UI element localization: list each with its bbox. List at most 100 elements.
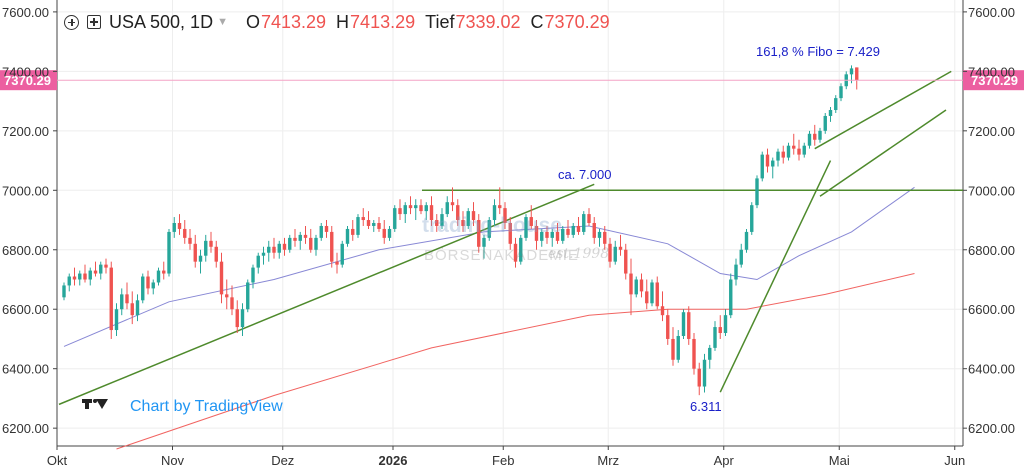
candle [356, 214, 360, 238]
candle-body [398, 208, 402, 215]
candle [498, 187, 502, 215]
candle [571, 223, 575, 238]
candle [587, 208, 591, 226]
high-label: H [336, 11, 350, 32]
candle [771, 157, 775, 179]
candle [288, 234, 292, 253]
candle-body [660, 306, 665, 316]
y-tick-label-right: 7400.00 [968, 64, 1015, 79]
candle-body [466, 211, 470, 226]
candle-body [298, 234, 302, 241]
trendline-rally-line [719, 160, 832, 393]
candle [230, 285, 234, 316]
candle-body [786, 145, 791, 158]
candle-body [487, 220, 491, 238]
candle-body [571, 225, 575, 235]
candle-body [319, 225, 323, 238]
candle [513, 237, 518, 268]
candle [330, 225, 334, 268]
candle [461, 211, 465, 232]
candle [382, 220, 386, 244]
candle-body [151, 282, 155, 289]
candle [540, 228, 544, 247]
candle [293, 228, 297, 247]
candle-body [645, 291, 649, 304]
candle-body [251, 267, 255, 283]
candle-body [419, 205, 423, 212]
low-value: 7339.02 [455, 11, 521, 32]
candle-body [802, 145, 806, 155]
candle [225, 279, 229, 310]
candle-body [267, 246, 271, 253]
candle-body [834, 98, 838, 111]
candle [372, 220, 376, 232]
candle [624, 243, 628, 280]
candle-body [172, 223, 176, 232]
candle-body [545, 231, 549, 238]
candle-body [692, 338, 696, 369]
y-tick-label-right: 7600.00 [968, 5, 1015, 20]
candle-body [99, 264, 103, 274]
candle-body [813, 133, 817, 140]
candle [456, 199, 460, 226]
candle-body [855, 67, 859, 81]
candle-body [671, 338, 675, 360]
price-axis[interactable]: 6200.00 6200.00 6400.00 6400.00 6600.00 6600.… [2, 5, 1015, 436]
candle [828, 107, 833, 122]
candle [251, 264, 255, 289]
candle [529, 205, 533, 229]
candle-body [603, 231, 607, 244]
candle [335, 252, 339, 274]
candle [561, 225, 565, 244]
candle [324, 220, 329, 238]
last-price-badge-left [0, 70, 57, 91]
candle [613, 240, 617, 265]
candle-body [708, 347, 712, 360]
candle [204, 234, 208, 262]
candle-body [109, 267, 113, 331]
time-axis[interactable]: Okt Nov Dez 2026 Feb Mrz Apr Mai Jun [47, 446, 965, 468]
candle-body [277, 243, 281, 253]
compare-icon[interactable] [87, 15, 101, 29]
candle-body [771, 160, 775, 167]
y-tick-label-left: 6800.00 [2, 243, 49, 258]
candle [555, 223, 560, 244]
candle [256, 252, 260, 274]
candle-body [156, 270, 161, 283]
candle [655, 276, 659, 310]
ma-line-ma50 [63, 186, 915, 347]
candle [440, 208, 444, 229]
close-label: C [530, 11, 544, 32]
tradingview-logo-icon[interactable] [82, 397, 108, 413]
candle [235, 300, 239, 334]
candle [162, 261, 166, 280]
candle-body [440, 214, 444, 226]
candle-body [135, 300, 140, 316]
candle-body [702, 359, 707, 387]
watermark-year: est.1998 [548, 246, 610, 262]
candle-body [408, 205, 413, 209]
candle-body [162, 270, 166, 274]
candle [781, 145, 785, 164]
candle-body [193, 243, 197, 262]
candle-body [529, 217, 533, 226]
candle [634, 276, 638, 298]
candle [99, 261, 103, 280]
candle [471, 202, 476, 226]
candle-body [351, 228, 355, 235]
candle [692, 333, 696, 375]
candle-body [356, 217, 360, 235]
candle [214, 240, 218, 268]
candle-body [88, 270, 92, 280]
tradingview-credit[interactable]: Chart by TradingView [130, 398, 283, 415]
candle [786, 142, 791, 161]
symbol-name[interactable]: USA 500, 1D [109, 11, 214, 32]
add-symbol-icon[interactable] [64, 14, 79, 30]
candle [72, 267, 77, 286]
annotation-resistance: ca. 7.000 [558, 167, 612, 182]
candle-body [204, 240, 208, 256]
candle [639, 273, 644, 298]
chevron-down-icon[interactable]: ▼ [217, 16, 228, 28]
candle-body [93, 270, 98, 274]
